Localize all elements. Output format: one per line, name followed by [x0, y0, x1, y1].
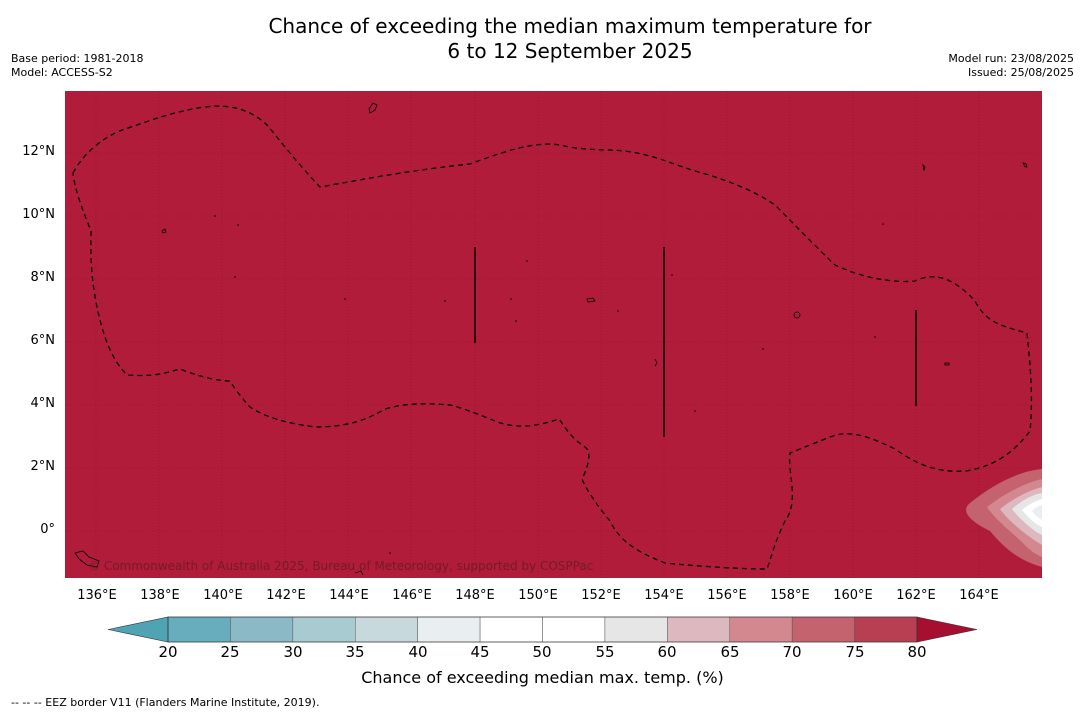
colorbar-segment — [417, 616, 481, 643]
map-panel: © Commonwealth of Australia 2025, Bureau… — [65, 91, 1042, 578]
x-tick-label: 140°E — [203, 588, 243, 603]
colorbar-tick-label: 80 — [907, 643, 927, 661]
colorbar-tick-label: 55 — [595, 643, 615, 661]
map-svg — [65, 91, 1042, 578]
y-tick-label: 2°N — [30, 459, 56, 474]
x-tick-label: 152°E — [581, 588, 621, 603]
colorbar-high-extension — [916, 616, 978, 643]
title-line-1: Chance of exceeding the median maximum t… — [268, 14, 872, 38]
base-period: Base period: 1981-2018 — [11, 52, 144, 65]
colorbar-segment — [854, 616, 918, 643]
colorbar — [108, 616, 978, 643]
model-run: Model run: 23/08/2025 — [948, 52, 1074, 65]
title-line-2: 6 to 12 September 2025 — [447, 39, 693, 63]
x-tick-label: 158°E — [770, 588, 810, 603]
colorbar-segment — [230, 616, 294, 643]
colorbar-segments — [167, 616, 918, 643]
issued-date: Issued: 25/08/2025 — [967, 66, 1074, 79]
island-dots — [214, 215, 884, 554]
x-tick-label: 146°E — [392, 588, 432, 603]
colorbar-segment — [355, 616, 418, 643]
y-tick-label: 8°N — [30, 270, 56, 285]
colorbar-low-extension — [108, 616, 169, 643]
eez-footnote: -- -- -- EEZ border V11 (Flanders Marine… — [11, 696, 320, 709]
colorbar-segment — [542, 616, 606, 643]
colorbar-tick-label: 65 — [720, 643, 740, 661]
y-tick-label: 6°N — [30, 333, 56, 348]
y-tick-label: 0° — [40, 522, 55, 537]
x-tick-label: 154°E — [644, 588, 684, 603]
island-outlines — [74, 102, 1028, 576]
eez-border — [72, 105, 1033, 570]
colorbar-outline — [167, 616, 918, 643]
colorbar-segment — [292, 616, 356, 643]
x-tick-label: 156°E — [707, 588, 747, 603]
x-tick-label: 162°E — [896, 588, 936, 603]
colorbar-segment — [479, 616, 543, 643]
graticule — [65, 91, 1042, 578]
x-tick-label: 160°E — [833, 588, 873, 603]
colorbar-tick-label: 30 — [283, 643, 303, 661]
copyright-notice: © Commonwealth of Australia 2025, Bureau… — [88, 559, 594, 573]
colorbar-segment — [667, 616, 730, 643]
x-tick-label: 148°E — [455, 588, 495, 603]
map-background — [65, 91, 1042, 578]
colorbar-tick-label: 25 — [220, 643, 240, 661]
colorbar-tick-label: 45 — [470, 643, 490, 661]
colorbar-tick-label: 40 — [408, 643, 428, 661]
colorbar-tick-label: 20 — [158, 643, 178, 661]
colorbar-segment — [167, 616, 231, 643]
y-tick-label: 12°N — [22, 144, 55, 159]
low-probability-patch — [966, 469, 1042, 567]
x-tick-label: 144°E — [329, 588, 369, 603]
y-tick-label: 4°N — [30, 396, 56, 411]
x-tick-label: 138°E — [140, 588, 180, 603]
x-tick-label: 164°E — [959, 588, 999, 603]
x-tick-label: 150°E — [518, 588, 558, 603]
x-tick-label: 142°E — [266, 588, 306, 603]
colorbar-tick-label: 70 — [782, 643, 802, 661]
colorbar-tick-label: 60 — [657, 643, 677, 661]
colorbar-segment — [729, 616, 793, 643]
map-title: Chance of exceeding the median maximum t… — [170, 14, 970, 64]
meta-right: Model run: 23/08/2025 Issued: 25/08/2025 — [948, 52, 1074, 80]
colorbar-tick-label: 75 — [845, 643, 865, 661]
colorbar-segment — [604, 616, 668, 643]
colorbar-tick-label: 35 — [345, 643, 365, 661]
y-tick-label: 10°N — [22, 207, 55, 222]
colorbar-label: Chance of exceeding median max. temp. (%… — [361, 668, 724, 687]
model-name: Model: ACCESS-S2 — [11, 66, 113, 79]
colorbar-tick-label: 50 — [532, 643, 552, 661]
colorbar-segment — [791, 616, 855, 643]
island-chain-markers — [474, 247, 917, 437]
meta-left: Base period: 1981-2018 Model: ACCESS-S2 — [11, 52, 143, 80]
x-tick-label: 136°E — [77, 588, 117, 603]
